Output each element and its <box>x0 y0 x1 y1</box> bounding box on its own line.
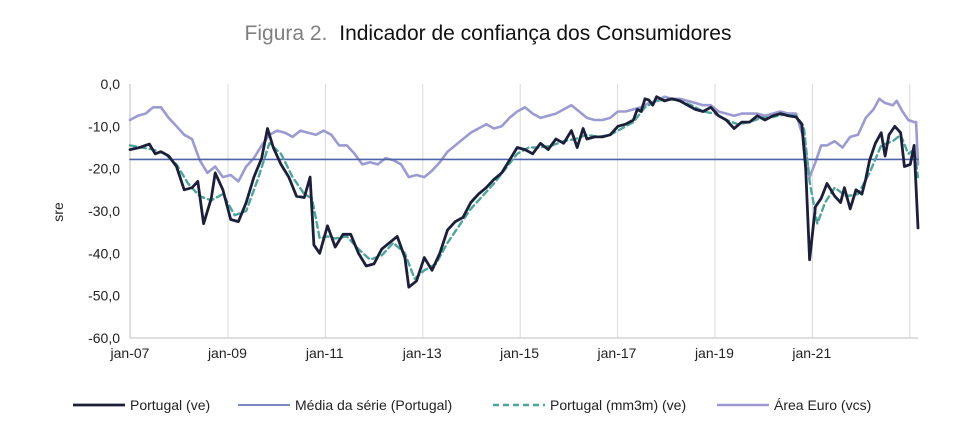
legend-label: Área Euro (vcs) <box>774 397 871 413</box>
chart-title-main: Indicador de confiança dos Consumidores <box>339 22 731 45</box>
x-tick-label: jan-15 <box>499 345 539 361</box>
y-tick-label: -30,0 <box>88 203 120 219</box>
series-line-3 <box>128 95 920 183</box>
legend: Portugal (ve) Média da série (Portugal) Po… <box>73 397 871 413</box>
y-tick-label: -40,0 <box>88 245 120 261</box>
legend-label: Portugal (mm3m) (ve) <box>550 397 686 413</box>
x-tick-label: jan-09 <box>207 345 247 361</box>
series-line-0 <box>128 95 920 289</box>
x-tick-label: jan-17 <box>597 345 637 361</box>
x-tick-label: jan-19 <box>694 345 734 361</box>
x-tick-label: jan-07 <box>110 345 150 361</box>
x-tick-label: jan-13 <box>402 345 442 361</box>
y-tick-label: -20,0 <box>88 161 120 177</box>
y-tick-label: 0,0 <box>101 76 121 92</box>
x-tick-label: jan-21 <box>791 345 831 361</box>
x-tick-label: jan-11 <box>305 345 344 361</box>
legend-label: Média da série (Portugal) <box>295 397 452 413</box>
y-tick-label: -50,0 <box>88 288 120 304</box>
y-tick-label: -60,0 <box>88 330 120 346</box>
y-axis-label: sre <box>50 202 66 222</box>
legend-label: Portugal (ve) <box>130 397 210 413</box>
series-layer <box>128 95 920 289</box>
chart-title: Figura 2. Indicador de confiança dos Con… <box>245 22 732 45</box>
chart-title-prefix: Figura 2. <box>245 22 328 45</box>
series-line-2 <box>128 97 920 280</box>
y-tick-label: -10,0 <box>88 118 120 134</box>
